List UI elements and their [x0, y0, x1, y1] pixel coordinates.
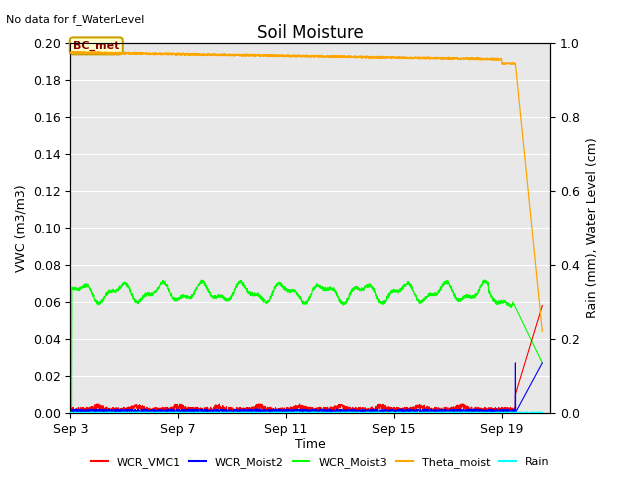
X-axis label: Time: Time	[295, 438, 326, 451]
Y-axis label: VWC (m3/m3): VWC (m3/m3)	[14, 184, 27, 272]
Legend: WCR_VMC1, WCR_Moist2, WCR_Moist3, Theta_moist, Rain: WCR_VMC1, WCR_Moist2, WCR_Moist3, Theta_…	[86, 452, 554, 472]
Text: BC_met: BC_met	[73, 41, 120, 51]
Y-axis label: Rain (mm), Water Level (cm): Rain (mm), Water Level (cm)	[586, 138, 598, 318]
Title: Soil Moisture: Soil Moisture	[257, 24, 364, 42]
Text: No data for f_WaterLevel: No data for f_WaterLevel	[6, 14, 145, 25]
